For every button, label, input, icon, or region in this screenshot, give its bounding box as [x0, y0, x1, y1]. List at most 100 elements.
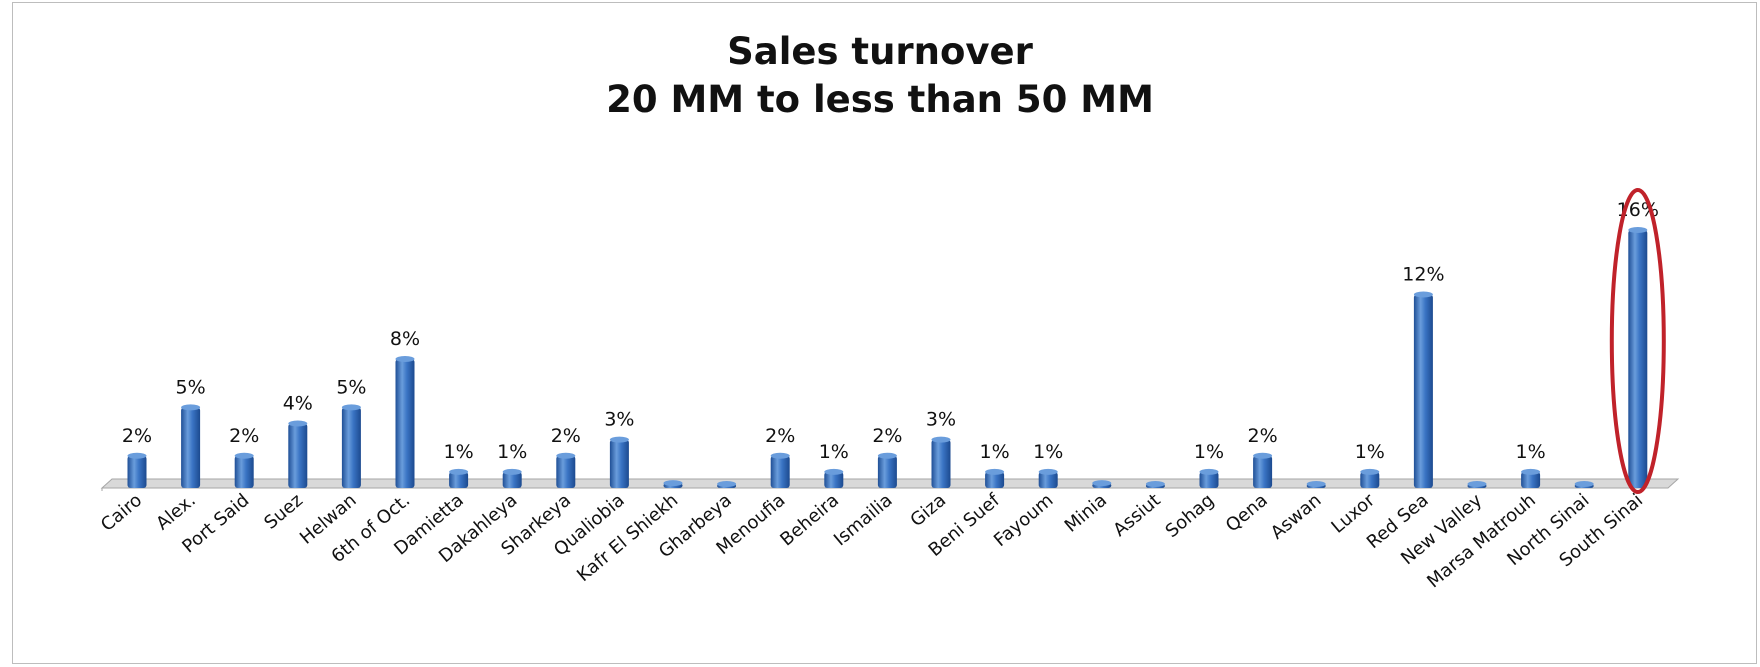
bar-body [1628, 230, 1648, 488]
bar-cap [1574, 481, 1594, 487]
bar-cap [824, 468, 844, 475]
bar-cap [1467, 481, 1487, 487]
bar-body [395, 359, 415, 488]
data-label-luxor: 1% [1355, 441, 1385, 463]
bar-cap [1038, 468, 1058, 475]
bar-cairo [127, 452, 147, 488]
category-label-beheira: Beheira [776, 490, 843, 551]
bar-body [341, 407, 361, 488]
bar-body [127, 455, 147, 488]
bar-marsa-matrouh [1521, 468, 1541, 488]
bar-cap [502, 468, 522, 475]
data-label-red-sea: 12% [1402, 264, 1444, 286]
data-label-fayoum: 1% [1033, 441, 1063, 463]
category-label-aswan: Aswan [1267, 490, 1326, 544]
chart-title-block: Sales turnover 20 MM to less than 50 MM [0, 28, 1760, 124]
bar-sohag [1199, 468, 1219, 488]
bar-cap [931, 436, 951, 443]
data-label-cairo: 2% [122, 425, 152, 447]
bar-body [181, 407, 201, 488]
data-label-helwan: 5% [336, 376, 366, 398]
chart-title: Sales turnover [727, 30, 1033, 73]
bar-cap [556, 452, 576, 459]
bar-ismailia [877, 452, 897, 488]
bar-red-sea [1413, 291, 1433, 488]
bar-body [1360, 471, 1380, 488]
bar-cap [1628, 227, 1648, 233]
bar-cap [127, 452, 147, 459]
bar-cap [1413, 291, 1433, 298]
bar-body [449, 471, 469, 488]
category-label-suez: Suez [260, 490, 307, 534]
bar-body [1253, 455, 1273, 488]
category-label-ismailia: Ismailia [830, 490, 897, 551]
category-label-minia: Minia [1061, 490, 1111, 537]
bar-body [877, 455, 897, 488]
bar-beheira [824, 468, 844, 488]
bar-qena [1253, 452, 1273, 488]
bar-body [1199, 471, 1219, 488]
bar-qualiobia [609, 436, 629, 488]
bar-north-sinai [1574, 481, 1594, 488]
bar-body [1521, 471, 1541, 488]
data-label-port-said: 2% [229, 425, 259, 447]
bar-body [1413, 294, 1433, 488]
bar-luxor [1360, 468, 1380, 488]
data-label-sharkeya: 2% [551, 425, 581, 447]
data-label-alex: 5% [176, 376, 206, 398]
bar-cap [877, 452, 897, 459]
bar-giza [931, 436, 951, 488]
bar-cap [717, 481, 737, 487]
bar-suez [288, 420, 308, 488]
bar-gharbeya [717, 481, 737, 488]
bar-cap [1092, 480, 1112, 487]
data-label-qena: 2% [1248, 425, 1278, 447]
bar-cap [449, 468, 469, 475]
category-label-assiut: Assiut [1109, 490, 1164, 541]
data-label-dakahleya: 1% [497, 441, 527, 463]
bar-kafr-el-shiekh [663, 480, 683, 488]
data-label-beheira: 1% [819, 441, 849, 463]
bar-body [556, 455, 576, 488]
data-label-suez: 4% [283, 393, 313, 415]
bar-south-sinai [1628, 227, 1648, 488]
bar-body [985, 471, 1005, 488]
bar-cap [1521, 468, 1541, 475]
data-label-marsa-matrouh: 1% [1516, 441, 1546, 463]
bar-cap [1360, 468, 1380, 475]
bar-cap [663, 480, 683, 487]
bar-beni-suef [985, 468, 1005, 488]
bar-body [824, 471, 844, 488]
bar-cap [288, 420, 308, 427]
bar-dakahleya [502, 468, 522, 488]
bar-port-said [234, 452, 254, 488]
data-label-qualiobia: 3% [604, 409, 634, 431]
category-label-alex: Alex. [152, 490, 200, 535]
chart-frame [12, 2, 1757, 664]
bar-body [931, 439, 951, 488]
bar-cap [395, 356, 415, 362]
category-label-giza: Giza [907, 490, 951, 531]
bar-damietta [449, 468, 469, 488]
data-label-beni-suef: 1% [980, 441, 1010, 463]
data-label-ismailia: 2% [872, 425, 902, 447]
bar-cap [181, 404, 201, 411]
bar-assiut [1145, 481, 1165, 488]
bar-body [609, 439, 629, 488]
bar-new-valley [1467, 481, 1487, 488]
bar-cap [1145, 481, 1165, 487]
bar-cap [341, 404, 361, 411]
bar-cap [1253, 452, 1273, 459]
bar-body [502, 471, 522, 488]
category-label-fayoum: Fayoum [990, 490, 1057, 551]
bar-6th-of-oct [395, 356, 415, 488]
bar-fayoum [1038, 468, 1058, 488]
bar-body [770, 455, 790, 488]
category-label-qena: Qena [1222, 490, 1272, 537]
highlight-ellipse [1609, 188, 1666, 494]
bar-cap [1199, 468, 1219, 475]
data-label-giza: 3% [926, 409, 956, 431]
category-label-sohag: Sohag [1162, 490, 1219, 542]
bar-cap [609, 436, 629, 443]
